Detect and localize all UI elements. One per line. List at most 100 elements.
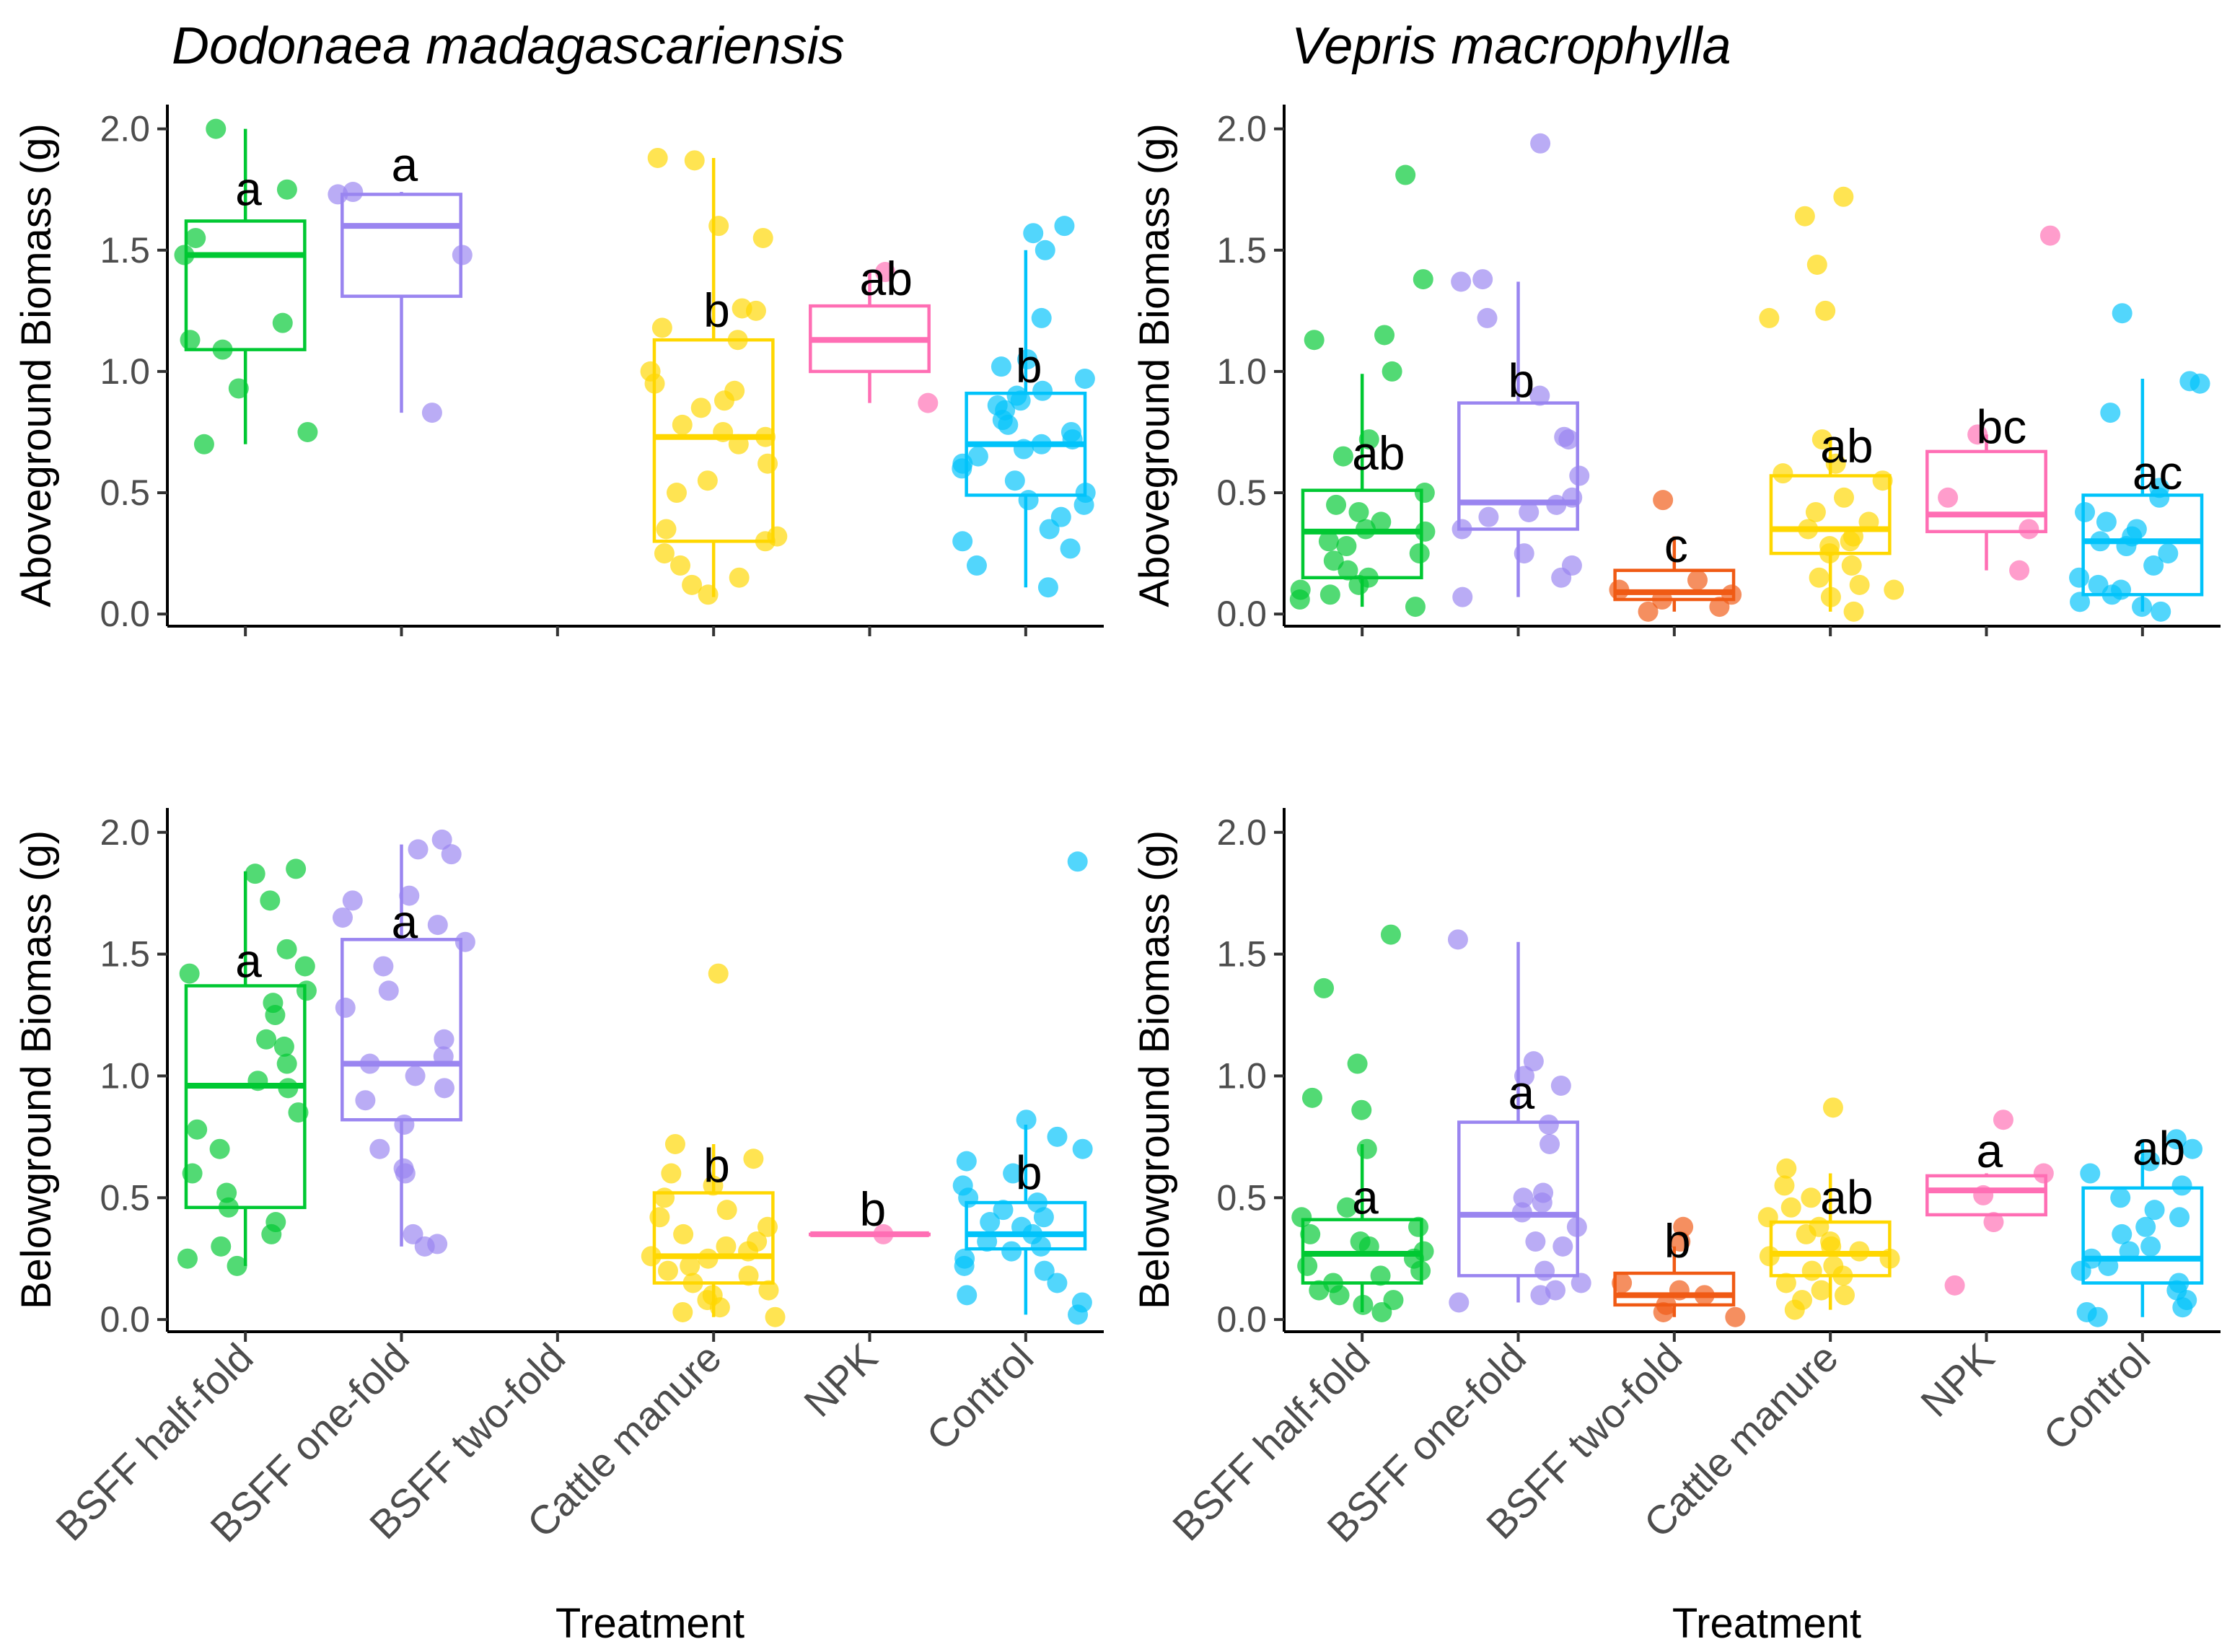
vm-below-cattle-manure-point — [1774, 1175, 1795, 1196]
dm-above-control-point — [952, 458, 972, 479]
dm-above-cattle-manure-point — [729, 567, 750, 588]
dm-below-bsff-half-fold-point — [245, 864, 265, 884]
vm-below-control-point — [2070, 1260, 2091, 1281]
vm-below-bsff-half-fold-point — [1309, 1280, 1330, 1301]
dm-below-bsff-one-fold-point — [427, 915, 448, 936]
dm-above-y-tick-label: 0.0 — [100, 594, 150, 634]
vm-above-bsff-two-fold-sig-label: c — [1664, 519, 1688, 572]
vm-below-bsff-half-fold-point — [1329, 1285, 1350, 1306]
vm-above-npk-sig-label: bc — [1977, 400, 2027, 453]
vm-below-npk-point — [1944, 1275, 1965, 1296]
dm-below-bsff-one-fold-point — [431, 829, 452, 850]
dm-above-control-point — [967, 446, 988, 467]
vm-above-bsff-one-fold-point — [1452, 586, 1473, 607]
dm-above-y-tick-label: 0.5 — [100, 473, 150, 513]
dm-below-bsff-half-fold-point — [218, 1197, 239, 1218]
dm-above-bsff-half-fold-point — [272, 312, 293, 333]
vm-above-bsff-one-fold-point — [1558, 429, 1579, 450]
vm-below-bsff-half-fold-point — [1370, 1265, 1391, 1286]
dm-above-bsff-half-fold-point — [276, 179, 297, 200]
vm-below-bsff-half-fold-point — [1347, 1053, 1368, 1074]
vm-above-bsff-one-fold-point — [1472, 269, 1493, 290]
vm-above-bsff-half-fold-point — [1405, 597, 1426, 618]
vm-above-cattle-manure-point — [1819, 543, 1840, 564]
vm-below-cattle-manure-point — [1784, 1299, 1805, 1320]
dm-above-npk-sig-label: ab — [860, 252, 913, 305]
dm-above-control-point — [1035, 240, 1055, 260]
dm-above-y-tick-label: 2.0 — [100, 109, 150, 149]
vm-below-bsff-two-fold-point — [1653, 1301, 1674, 1322]
dm-below-bsff-one-fold-point — [434, 1029, 454, 1050]
dm-above-y-axis-title: Aboveground Biomass (g) — [13, 123, 60, 607]
vm-above-cattle-manure-point — [1815, 300, 1836, 321]
dm-below-y-tick-label: 1.5 — [100, 934, 150, 975]
dm-below-npk-point — [873, 1223, 894, 1244]
vm-below-cattle-manure-point — [1822, 1097, 1843, 1118]
vm-above-bsff-two-fold-box — [1613, 568, 1736, 602]
vm-below-control-point — [2182, 1138, 2203, 1159]
dm-below-bsff-half-fold-point — [288, 1102, 309, 1123]
dm-below-bsff-one-fold-point — [399, 885, 420, 906]
vm-below-bsff-one-fold-point — [1532, 1192, 1552, 1213]
vm-below-bsff-one-fold-point — [1530, 1285, 1551, 1306]
dm-below-bsff-half-fold-point — [286, 858, 307, 879]
vm-below-cattle-manure-point — [1776, 1158, 1797, 1179]
vm-below-cattle-manure-point — [1832, 1265, 1853, 1286]
vm-below-bsff-half-fold-point — [1353, 1294, 1374, 1315]
dm-above-control-point — [1054, 216, 1075, 237]
dm-below-bsff-half-fold-point — [256, 1029, 277, 1050]
dm-above-cattle-manure-point — [647, 147, 668, 168]
vm-above-control-point — [2116, 536, 2137, 557]
dm-above-control-point — [1039, 519, 1060, 540]
vm-above-y-tick-label: 0.5 — [1216, 473, 1267, 513]
dm-below-control-point — [956, 1151, 977, 1172]
vm-below-control-point — [2169, 1207, 2190, 1228]
dm-below-cattle-manure-point — [709, 1297, 730, 1318]
vm-below-bsff-half-fold-point — [1291, 1207, 1312, 1228]
vm-below-cattle-manure-point — [1821, 1236, 1842, 1257]
dm-above-cattle-manure-point — [651, 317, 672, 338]
dm-below-bsff-half-fold-point — [187, 1119, 208, 1140]
vm-above-bsff-two-fold-point — [1653, 490, 1674, 511]
dm-below-cattle-manure-point — [758, 1280, 779, 1301]
vm-above-bsff-one-fold-sig-label: b — [1508, 353, 1535, 407]
dm-above-control-point — [1023, 223, 1044, 244]
dm-above-cattle-manure-point — [708, 216, 729, 237]
vm-above-bsff-one-fold-point — [1562, 487, 1583, 508]
dm-above-cattle-manure-point — [656, 519, 677, 540]
vm-above-npk-point — [2019, 519, 2039, 540]
vm-below-bsff-half-fold-point — [1314, 977, 1335, 998]
vm-above-control-point — [2149, 487, 2170, 508]
vm-above-bsff-half-fold-point — [1356, 519, 1376, 540]
vm-below-bsff-half-fold-point — [1337, 1197, 1358, 1218]
dm-below-bsff-half-fold-point — [260, 890, 281, 911]
vm-above-bsff-half-fold-point — [1348, 574, 1369, 595]
dm-below-bsff-half-fold-point — [177, 1248, 198, 1269]
vm-below-npk-point — [2033, 1163, 2054, 1184]
vm-below-control-point — [2144, 1200, 2165, 1221]
dm-below-cattle-manure-sig-label: b — [703, 1138, 730, 1192]
dm-below-bsff-one-fold-point — [394, 1114, 415, 1135]
dm-below-control-point — [1001, 1241, 1022, 1262]
dm-below-y-axis-title: Belowground Biomass (g) — [13, 830, 60, 1309]
dm-above-cattle-manure-point — [755, 531, 776, 552]
dm-above-control-point — [1018, 490, 1039, 511]
dm-below-cattle-manure-point — [708, 963, 729, 984]
vm-below-bsff-half-fold-point — [1410, 1260, 1431, 1281]
dm-below-control-point — [1030, 1236, 1051, 1257]
vm-above-bsff-one-fold-point — [1546, 494, 1567, 515]
dm-above-control-point — [966, 555, 987, 576]
vm-below-npk-point — [1983, 1212, 2004, 1233]
dm-below-cattle-manure-point — [716, 1236, 737, 1257]
dm-above-bsff-half-fold-point — [180, 330, 201, 351]
dm-above-control-point — [998, 414, 1019, 435]
dm-above-control-point — [1060, 538, 1081, 559]
vm-above-y-tick-label: 0.0 — [1216, 594, 1267, 634]
vm-above-bsff-two-fold-point — [1609, 579, 1630, 600]
vm-above-y-tick-label: 1.0 — [1216, 351, 1267, 392]
dm-below-bsff-one-fold-point — [408, 839, 429, 860]
vm-above-cattle-manure-point — [1884, 579, 1905, 600]
dm-below-cattle-manure-point — [664, 1133, 685, 1154]
vm-above-bsff-half-fold-point — [1409, 543, 1430, 564]
vm-above-bsff-one-fold-point — [1551, 567, 1572, 588]
